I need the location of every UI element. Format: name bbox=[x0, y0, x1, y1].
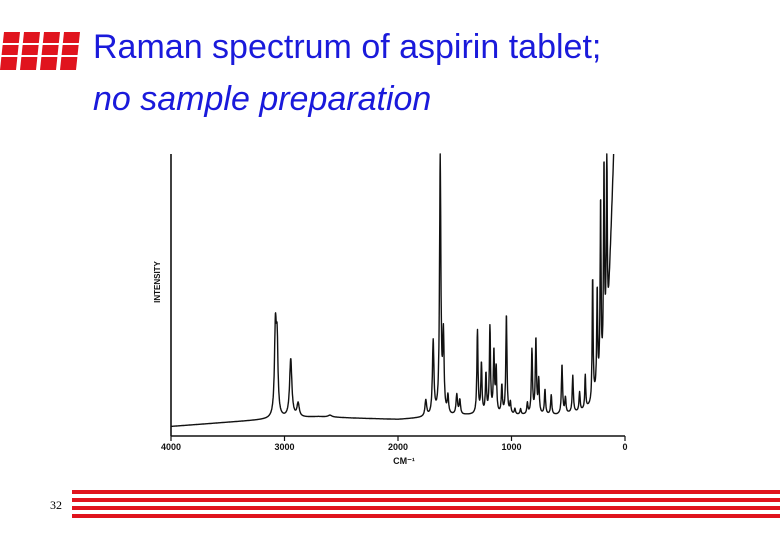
slide-title: Raman spectrum of aspirin tablet; bbox=[93, 28, 602, 66]
logo-stripe-4 bbox=[60, 32, 80, 70]
x-tick-label: 4000 bbox=[161, 442, 181, 452]
x-tick-label: 0 bbox=[622, 442, 627, 452]
footer-rule-line-1 bbox=[72, 490, 780, 494]
footer-rule bbox=[72, 490, 780, 520]
x-ticks: 4000 3000 2000 1000 0 bbox=[161, 436, 628, 452]
x-axis-label: CM⁻¹ bbox=[393, 456, 415, 466]
footer-rule-line-3 bbox=[72, 506, 780, 510]
y-axis-label: INTENSITY bbox=[153, 260, 162, 302]
spectrum-line bbox=[170, 153, 615, 428]
x-tick-label: 3000 bbox=[274, 442, 294, 452]
logo-stripe-2 bbox=[20, 32, 40, 70]
raman-spectrum-chart: 4000 3000 2000 1000 0 INTENSITY CM⁻¹ bbox=[153, 153, 628, 466]
brand-logo bbox=[0, 32, 80, 70]
slide-subtitle: no sample preparation bbox=[93, 80, 432, 118]
footer-rule-line-2 bbox=[72, 498, 780, 502]
footer-rule-line-4 bbox=[72, 514, 780, 518]
logo-stripe-1 bbox=[0, 32, 20, 70]
x-tick-label: 2000 bbox=[388, 442, 408, 452]
page-number: 32 bbox=[50, 498, 62, 512]
x-tick-label: 1000 bbox=[501, 442, 521, 452]
logo-stripe-3 bbox=[40, 32, 60, 70]
